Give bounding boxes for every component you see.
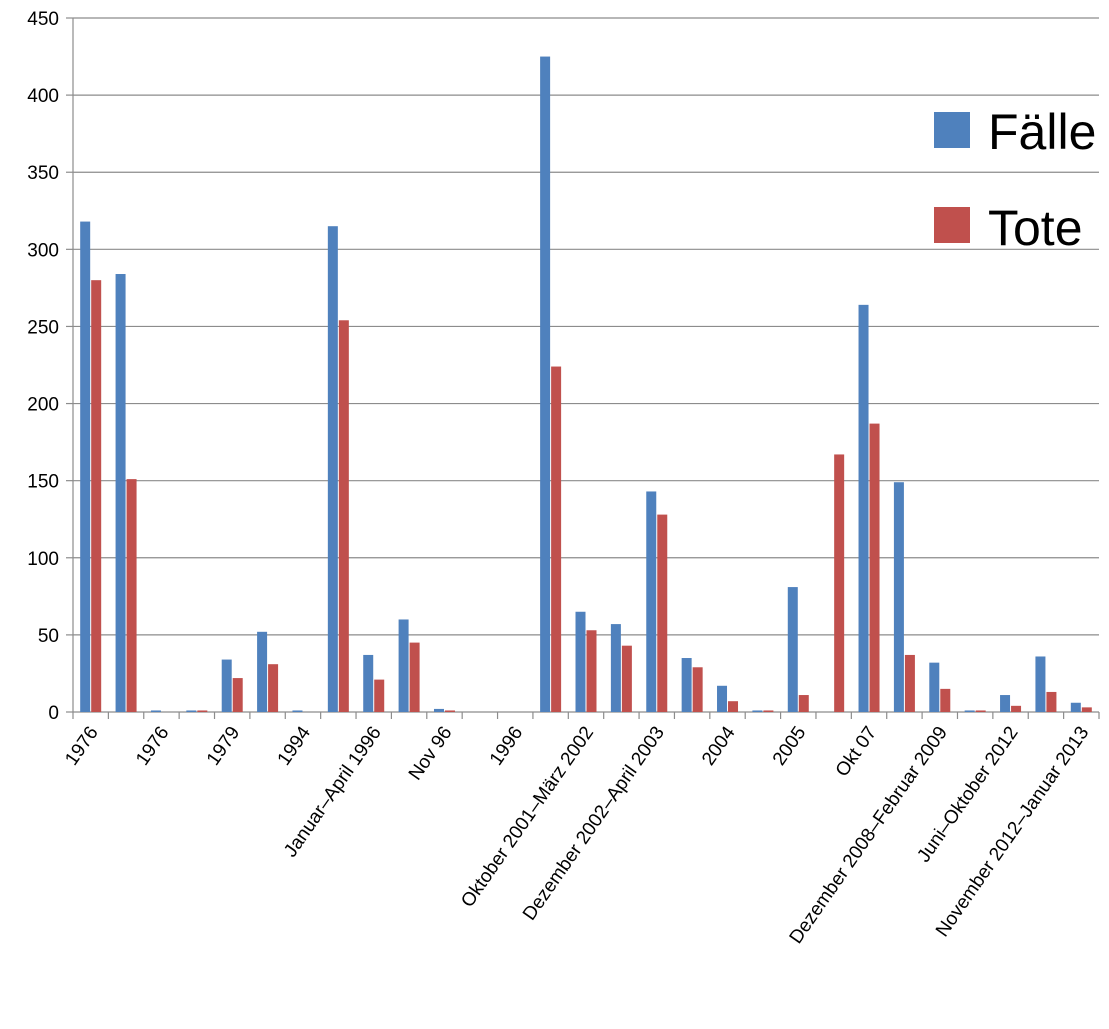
x-tick-label: Nov 96	[405, 723, 457, 784]
bar-tote	[728, 701, 739, 712]
x-tick-label: Okt 07	[832, 723, 881, 781]
bar-tote	[1081, 707, 1092, 712]
bar-tote	[197, 710, 208, 712]
x-tick-label: 1976	[61, 723, 102, 770]
bar-tote	[126, 479, 137, 712]
bar-tote	[798, 695, 809, 712]
x-tick-label: 1976	[132, 723, 173, 770]
bar-tote	[904, 654, 915, 712]
bar-falle	[929, 662, 940, 712]
bar-tote	[1011, 705, 1022, 712]
bar-falle	[363, 654, 374, 712]
bar-tote	[374, 679, 385, 712]
legend-swatch-falle	[934, 112, 970, 148]
legend-label-tote: Tote	[988, 200, 1083, 256]
bar-falle	[787, 587, 798, 712]
bar-falle	[1070, 702, 1081, 712]
bar-falle	[964, 710, 975, 712]
bar-tote	[940, 688, 951, 712]
bar-tote	[551, 366, 562, 712]
bar-falle	[1035, 656, 1046, 712]
bar-falle	[646, 491, 657, 712]
y-tick-label: 200	[27, 395, 59, 416]
bar-falle	[858, 304, 869, 712]
x-tick-label: 1979	[203, 723, 244, 770]
bar-tote	[869, 423, 880, 712]
bar-tote	[692, 667, 703, 712]
bar-falle	[610, 624, 621, 712]
y-tick-label: 250	[27, 317, 59, 338]
bar-tote	[338, 320, 349, 712]
x-tick-label: 1996	[486, 723, 527, 770]
bar-falle	[433, 708, 444, 712]
y-tick-label: 100	[27, 549, 59, 570]
bar-falle	[717, 685, 728, 712]
x-tick-label: November 2012–Januar 2013	[932, 723, 1093, 941]
legend-swatch-tote	[934, 207, 970, 243]
bar-tote	[586, 630, 597, 712]
bar-falle	[752, 710, 763, 712]
y-tick-label: 150	[27, 472, 59, 493]
bar-tote	[444, 710, 455, 712]
bar-tote	[232, 678, 243, 712]
bar-falle	[398, 619, 409, 712]
bar-falle	[115, 274, 126, 712]
bar-tote	[409, 642, 420, 712]
bar-falle	[893, 482, 904, 712]
bar-tote	[1046, 691, 1057, 712]
gridlines	[66, 17, 1099, 713]
bar-tote	[975, 710, 986, 712]
y-tick-label: 450	[27, 9, 59, 30]
bar-falle	[681, 658, 692, 712]
bar-falle	[540, 56, 551, 713]
bar-tote	[91, 280, 102, 712]
y-tick-label: 350	[27, 163, 59, 184]
x-tick-label: Dezember 2002–April 2003	[519, 723, 669, 925]
bar-falle	[292, 710, 303, 712]
bar-tote	[268, 664, 279, 712]
bar-tote	[763, 710, 774, 712]
bar-falle	[80, 221, 91, 712]
y-tick-label: 300	[27, 240, 59, 261]
bar-falle	[186, 710, 197, 712]
x-tick-label: 1994	[274, 722, 316, 769]
x-tick-label: 2005	[769, 723, 810, 770]
bar-falle	[221, 659, 232, 712]
y-tick-label: 50	[38, 626, 59, 647]
bar-falle	[1000, 695, 1011, 712]
x-tick-label: Oktober 2001–März 2002	[457, 723, 598, 912]
bar-falle	[257, 631, 268, 712]
bars	[80, 56, 1092, 713]
bar-tote	[834, 454, 845, 712]
x-tick-label: 2004	[698, 722, 740, 769]
bar-falle	[575, 611, 586, 712]
bar-falle	[150, 710, 161, 712]
bar-tote	[621, 645, 632, 712]
legend-label-falle: Fälle	[988, 104, 1096, 160]
legend: Fälle Tote	[934, 104, 1096, 256]
bar-tote	[657, 514, 668, 712]
y-tick-label: 400	[27, 86, 59, 107]
axes	[72, 18, 1100, 719]
y-tick-label: 0	[48, 703, 59, 724]
y-axis-tick-labels: 0 50 100 150 200 250 300 350 400 450	[27, 9, 59, 724]
bar-falle	[327, 226, 338, 712]
